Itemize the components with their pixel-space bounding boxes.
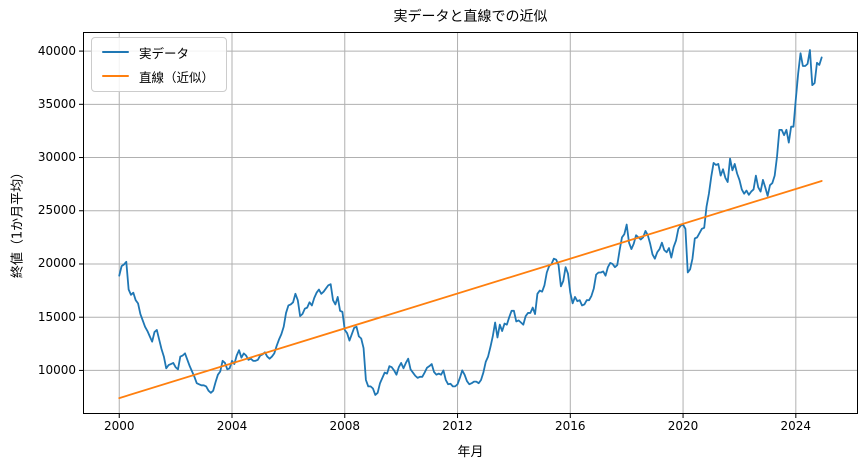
chart-canvas: [79, 32, 857, 418]
y-tick-label: 20000: [37, 256, 76, 271]
y-tick-label: 15000: [37, 309, 76, 324]
y-tick-label: 30000: [37, 150, 76, 165]
x-axis-label: 年月: [457, 445, 484, 460]
legend-line-sample-trend: [102, 74, 129, 78]
x-tick-label: 2024: [780, 419, 812, 433]
x-tick-label: 2008: [329, 419, 361, 433]
legend: 実データ 直線（近似）: [91, 36, 228, 92]
chart-title: 実データと直線での近似: [393, 9, 548, 25]
y-tick-label: 40000: [37, 43, 76, 58]
legend-line-sample-actual: [102, 50, 129, 54]
x-tick-label: 2016: [555, 419, 586, 433]
y-tick-label: 25000: [37, 203, 76, 218]
series-actual-data-line: [118, 48, 823, 396]
x-tick-label: 2012: [442, 419, 473, 433]
legend-item-trend-line: 直線（近似）: [102, 68, 214, 85]
x-tick-label: 2000: [103, 419, 135, 433]
y-tick-label: 35000: [37, 96, 76, 111]
y-tick-label: 10000: [37, 362, 76, 377]
legend-label-actual: 実データ: [139, 45, 190, 61]
legend-item-actual-data: 実データ: [102, 44, 214, 61]
series-trend-line: [118, 179, 823, 399]
x-tick-label: 2020: [667, 419, 699, 433]
legend-label-trend: 直線（近似）: [139, 69, 215, 85]
plot-area: 実データ 直線（近似）: [79, 31, 858, 418]
x-tick-label: 2004: [216, 419, 248, 433]
